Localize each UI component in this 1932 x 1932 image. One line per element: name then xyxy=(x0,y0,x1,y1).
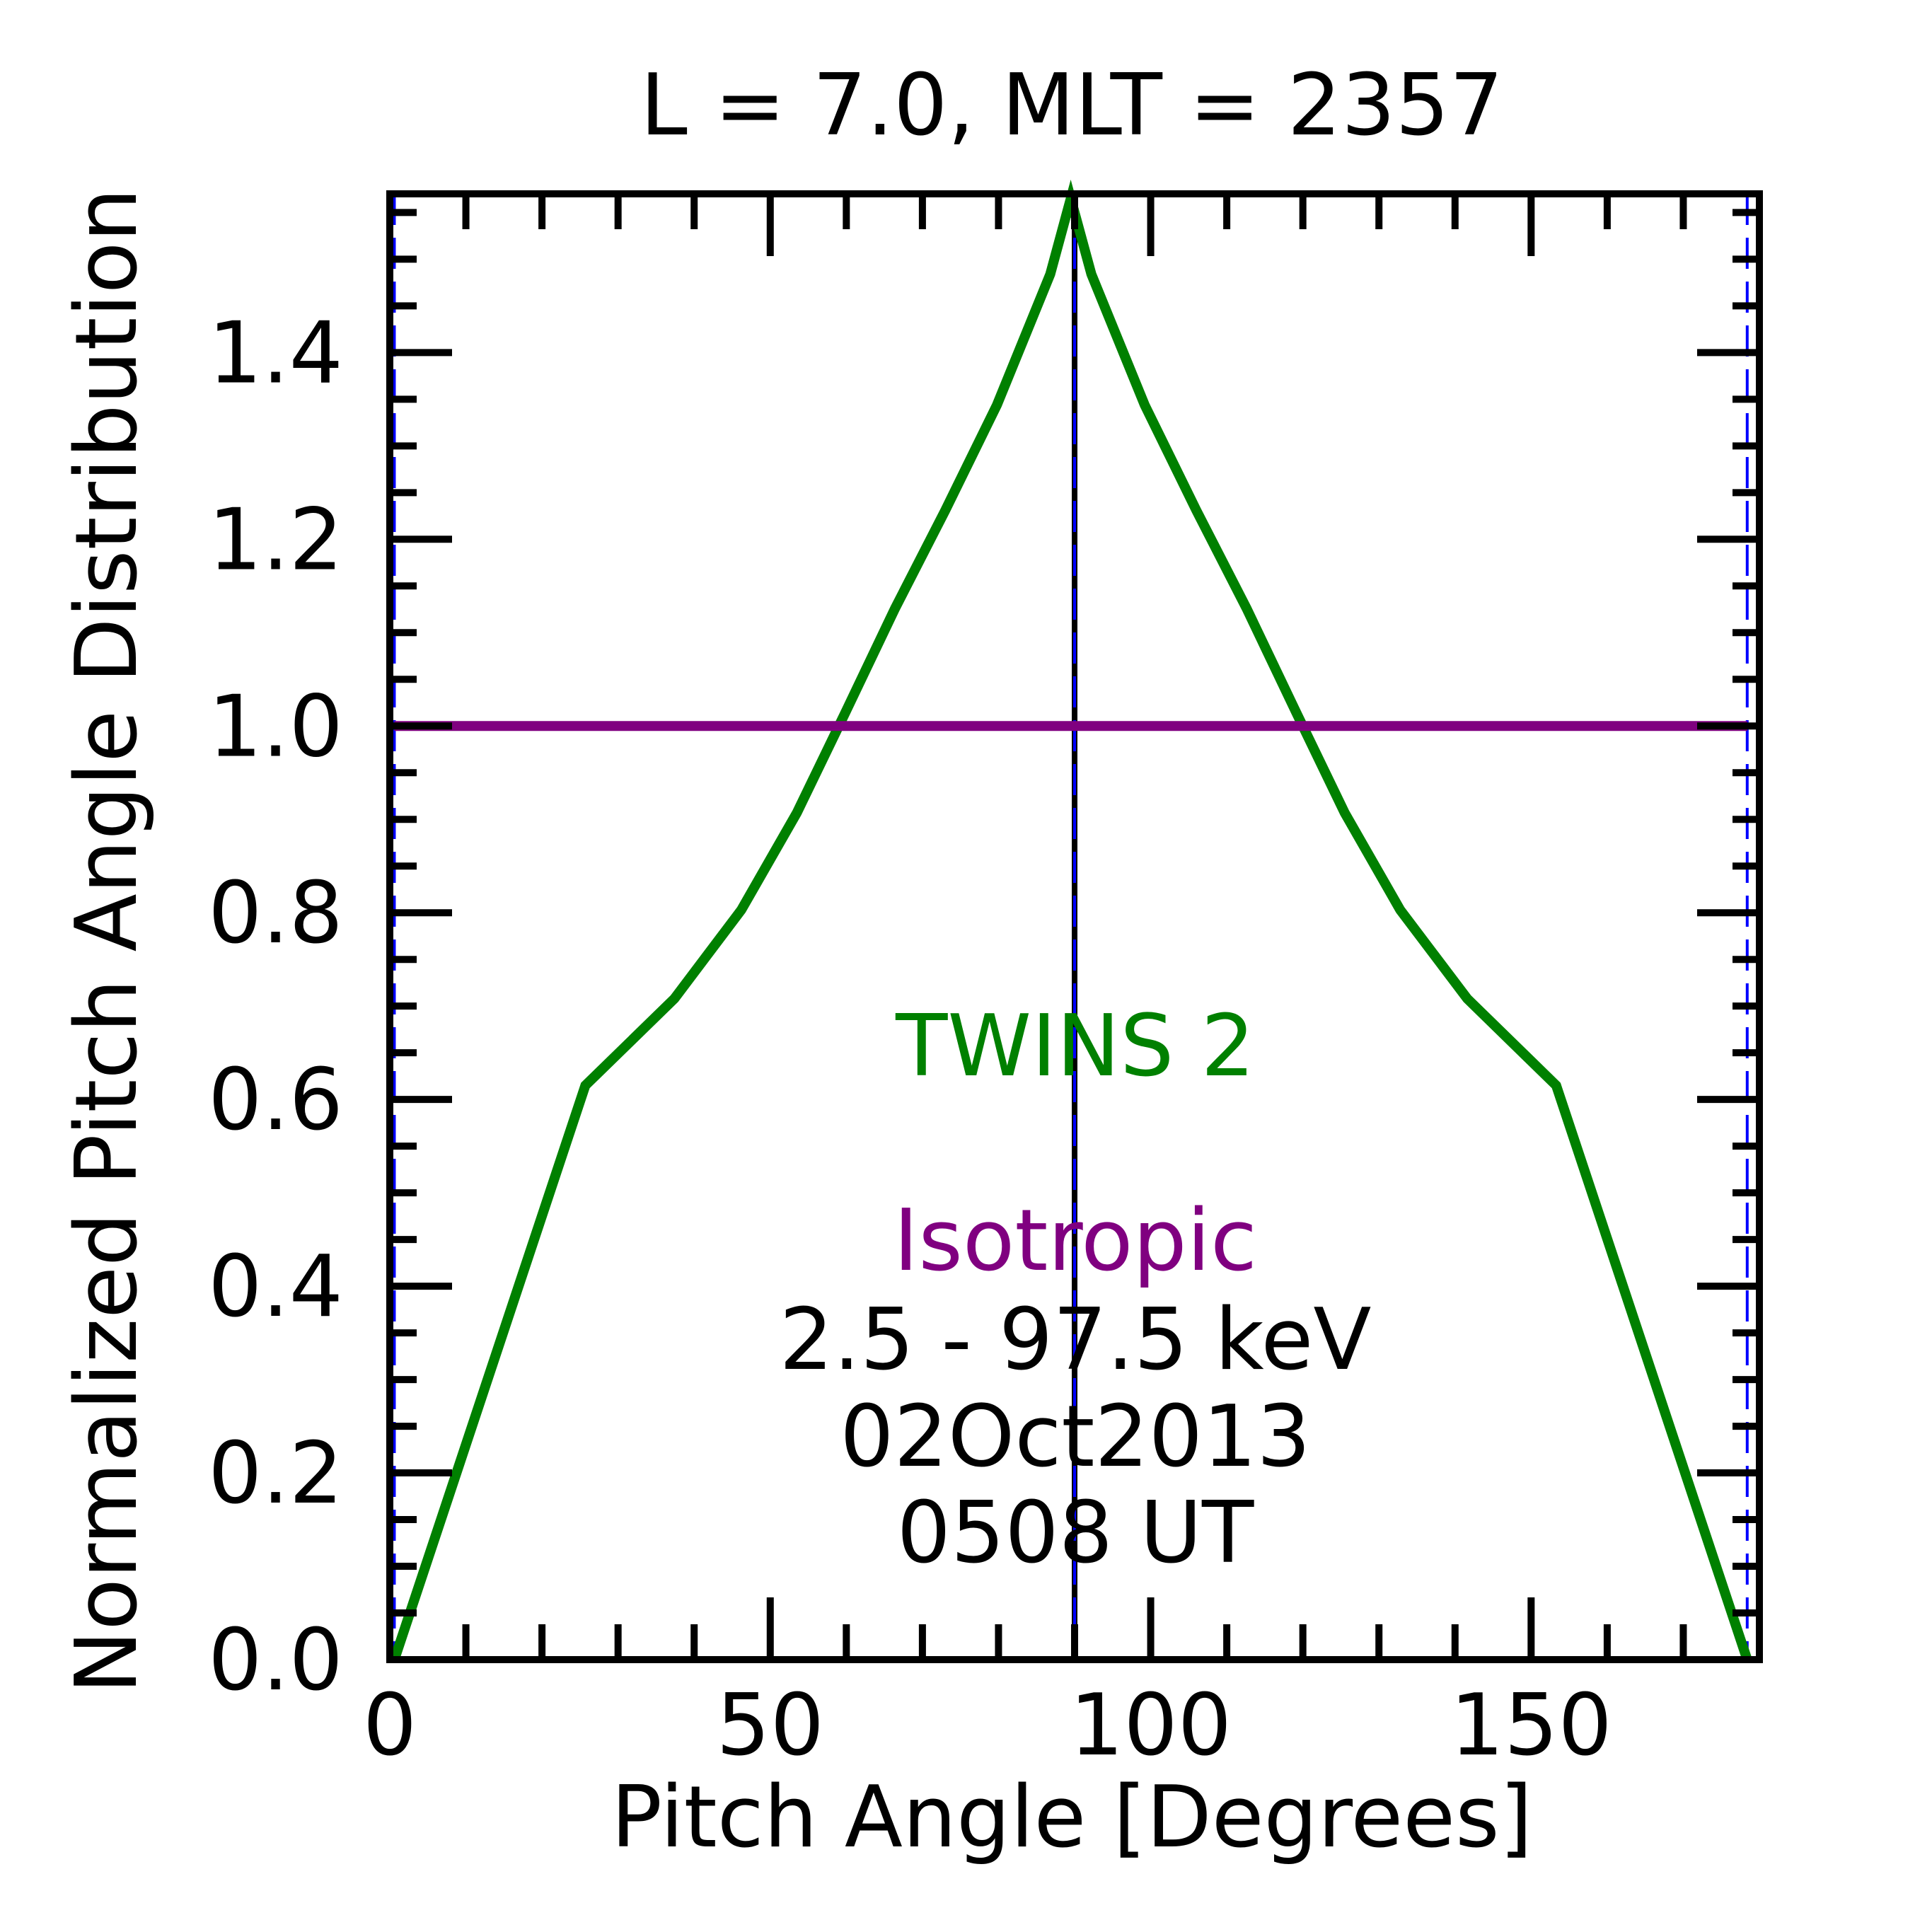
annotation-0508-ut: 0508 UT xyxy=(897,1484,1254,1583)
x-tick-label-50: 50 xyxy=(716,1677,824,1775)
y-tick-label-5: 1.0 xyxy=(208,678,343,776)
y-axis-label: Normalized Pitch Angle Distribution xyxy=(58,188,156,1694)
y-tick-label-7: 1.4 xyxy=(208,304,343,403)
y-tick-label-3: 0.6 xyxy=(208,1051,343,1150)
x-tick-label-100: 100 xyxy=(1070,1677,1232,1775)
y-tick-label-2: 0.4 xyxy=(208,1238,343,1336)
x-tick-label-0: 0 xyxy=(363,1677,417,1775)
y-tick-label-4: 0.8 xyxy=(208,864,343,963)
annotation-twins-2: TWINS 2 xyxy=(895,997,1255,1096)
series-line-twins-2 xyxy=(389,179,1752,1662)
x-axis-label: Pitch Angle [Degrees] xyxy=(611,1769,1533,1867)
plot-area xyxy=(389,179,1752,1662)
annotation-02oct2013: 02Oct2013 xyxy=(840,1388,1311,1486)
y-tick-label-0: 0.0 xyxy=(208,1612,343,1710)
y-tick-label-6: 1.2 xyxy=(208,491,343,589)
annotation-isotropic: Isotropic xyxy=(893,1192,1257,1290)
annotation-2-5-97-5-kev: 2.5 - 97.5 keV xyxy=(780,1291,1372,1389)
x-tick-label-150: 150 xyxy=(1450,1677,1612,1775)
y-tick-label-1: 0.2 xyxy=(208,1425,343,1523)
axes: 0 50 100 150 0.0 0.2 0.4 0.6 0.8 1.0 1.2 1.4 xyxy=(208,190,1763,1775)
chart-title: L = 7.0, MLT = 2357 xyxy=(640,57,1503,155)
